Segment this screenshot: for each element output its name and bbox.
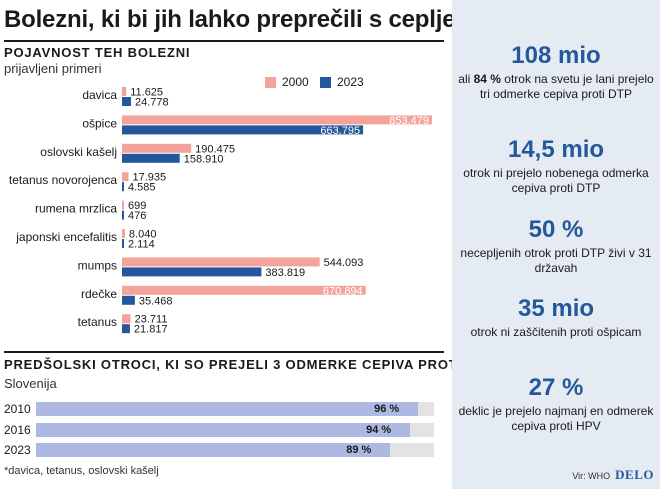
source-credit: Vir: WHO DELO <box>572 467 654 483</box>
category-label: oslovski kašelj <box>40 145 117 159</box>
stat-block: 14,5 mio otrok ni prejelo nobenega odmer… <box>452 136 660 196</box>
category-label: tetanus <box>78 315 117 329</box>
legend-item-2000: 2000 <box>265 75 309 89</box>
bar-value-label: 8.040 <box>129 229 157 241</box>
bar-2023 <box>122 210 124 220</box>
stat-block: 27 % deklic je prejelo najmanj en odmere… <box>452 374 660 434</box>
bar-2023 <box>122 324 130 334</box>
bar-value-label: 158.910 <box>184 153 224 165</box>
bar-value-label: 4.585 <box>128 182 156 194</box>
bar-2023 <box>122 153 180 163</box>
coverage-bar <box>36 423 411 437</box>
stat-value: 50 % <box>528 216 584 243</box>
legend-item-2023: 2023 <box>320 75 364 89</box>
category-label: japonski encefalitis <box>15 230 117 244</box>
bar-2023 <box>122 267 262 277</box>
coverage-track: 96 % <box>36 402 434 416</box>
bar-2000 <box>122 172 129 182</box>
divider <box>4 40 444 42</box>
stat-value: 14,5 mio <box>507 136 605 163</box>
category-label: rdečke <box>81 287 117 301</box>
stat-description: otrok ni zaščitenih proti ošpicam <box>470 325 642 339</box>
legend-label-2023: 2023 <box>337 75 364 89</box>
brand-logo: DELO <box>615 467 654 482</box>
bar-2000 <box>122 314 131 324</box>
stat-description: otrok ni prejelo nobenega odmerka cepiva… <box>463 166 649 195</box>
legend-label-2000: 2000 <box>282 75 309 89</box>
bar-value-label: 24.778 <box>135 97 169 109</box>
year-label: 2016 <box>4 423 31 437</box>
section1-title: POJAVNOST TEH BOLEZNI <box>4 45 191 60</box>
bar-value-label: 476 <box>128 210 146 222</box>
bar-value-label: 21.817 <box>134 324 168 336</box>
bar-value-label: 663.795 <box>320 125 360 137</box>
bar-2000 <box>122 87 127 96</box>
bar-2000 <box>122 257 320 267</box>
footnote: *davica, tetanus, oslovski kašelj <box>4 465 159 477</box>
section1-subtitle: prijavljeni primeri <box>4 61 102 76</box>
bar-2023 <box>122 295 135 305</box>
bar-value-label: 2.114 <box>128 239 155 251</box>
bar-value-label: 699 <box>128 200 146 212</box>
bar-2023 <box>122 239 124 248</box>
stat-value: 35 mio <box>517 295 595 322</box>
bar-value-label: 17.935 <box>133 172 167 184</box>
coverage-value-label: 89 % <box>346 444 372 456</box>
bar-2023 <box>122 125 364 135</box>
section2-subtitle: Slovenija <box>4 376 57 391</box>
category-label: ošpice <box>82 116 117 130</box>
stat-block: 50 % necepljenih otrok proti DTP živi v … <box>452 216 660 276</box>
stat-value: 108 mio <box>511 42 601 69</box>
stat-value: 27 % <box>528 374 584 401</box>
bar-value-label: 11.625 <box>130 87 163 99</box>
category-label: rumena mrzlica <box>35 202 117 216</box>
bar-2000 <box>122 143 192 153</box>
coverage-value-label: 94 % <box>366 424 392 436</box>
coverage-bar <box>36 443 391 457</box>
coverage-track: 89 % <box>36 443 434 457</box>
year-label: 2023 <box>4 443 31 457</box>
stat-description: deklic je prejelo najmanj en odmerek cep… <box>458 404 654 433</box>
bar-value-label: 190.475 <box>195 143 235 155</box>
category-label: mumps <box>78 258 117 272</box>
stats-panel: 108 mio ali 84 % otrok na svetu je lani … <box>452 0 660 489</box>
section2-title: PREDŠOLSKI OTROCI, KI SO PREJELI 3 ODMER… <box>4 357 501 372</box>
category-label: tetanus novorojenca <box>9 173 117 187</box>
legend-swatch-2023 <box>320 76 331 88</box>
bar-value-label: 383.819 <box>265 267 305 279</box>
stat-block: 108 mio ali 84 % otrok na svetu je lani … <box>452 42 660 102</box>
legend-swatch-2000 <box>265 76 276 88</box>
bar-2023 <box>122 97 131 106</box>
bar-2023 <box>122 182 124 192</box>
coverage-value-label: 96 % <box>374 403 400 415</box>
stat-desc-post: otrok na svetu je lani prejelo tri odmer… <box>479 72 654 101</box>
bar-value-label: 853.479 <box>389 115 429 127</box>
category-label: davica <box>82 88 117 102</box>
stat-description: necepljenih otrok proti DTP živi v 31 dr… <box>460 246 652 275</box>
year-label: 2010 <box>4 402 31 416</box>
coverage-track: 94 % <box>36 423 434 437</box>
bar-2000 <box>122 115 432 125</box>
bar-value-label: 35.468 <box>139 295 173 307</box>
stat-description: ali 84 % otrok na svetu je lani prejelo … <box>452 72 660 102</box>
divider <box>4 351 444 353</box>
bar-2000 <box>122 200 124 210</box>
bar-2000 <box>122 229 125 238</box>
source-text: Vir: WHO <box>572 471 611 481</box>
stat-block: 35 mio otrok ni zaščitenih proti ošpicam <box>452 295 660 340</box>
stat-desc-bold: 84 % <box>473 72 501 86</box>
coverage-bar <box>36 402 419 416</box>
page-title: Bolezni, ki bi jih lahko preprečili s ce… <box>4 6 511 33</box>
bar-2000 <box>122 285 366 295</box>
bar-value-label: 23.711 <box>135 314 168 326</box>
stat-desc-pre: ali <box>458 72 474 86</box>
bar-value-label: 670.894 <box>323 285 363 297</box>
bar-value-label: 544.093 <box>324 257 364 269</box>
